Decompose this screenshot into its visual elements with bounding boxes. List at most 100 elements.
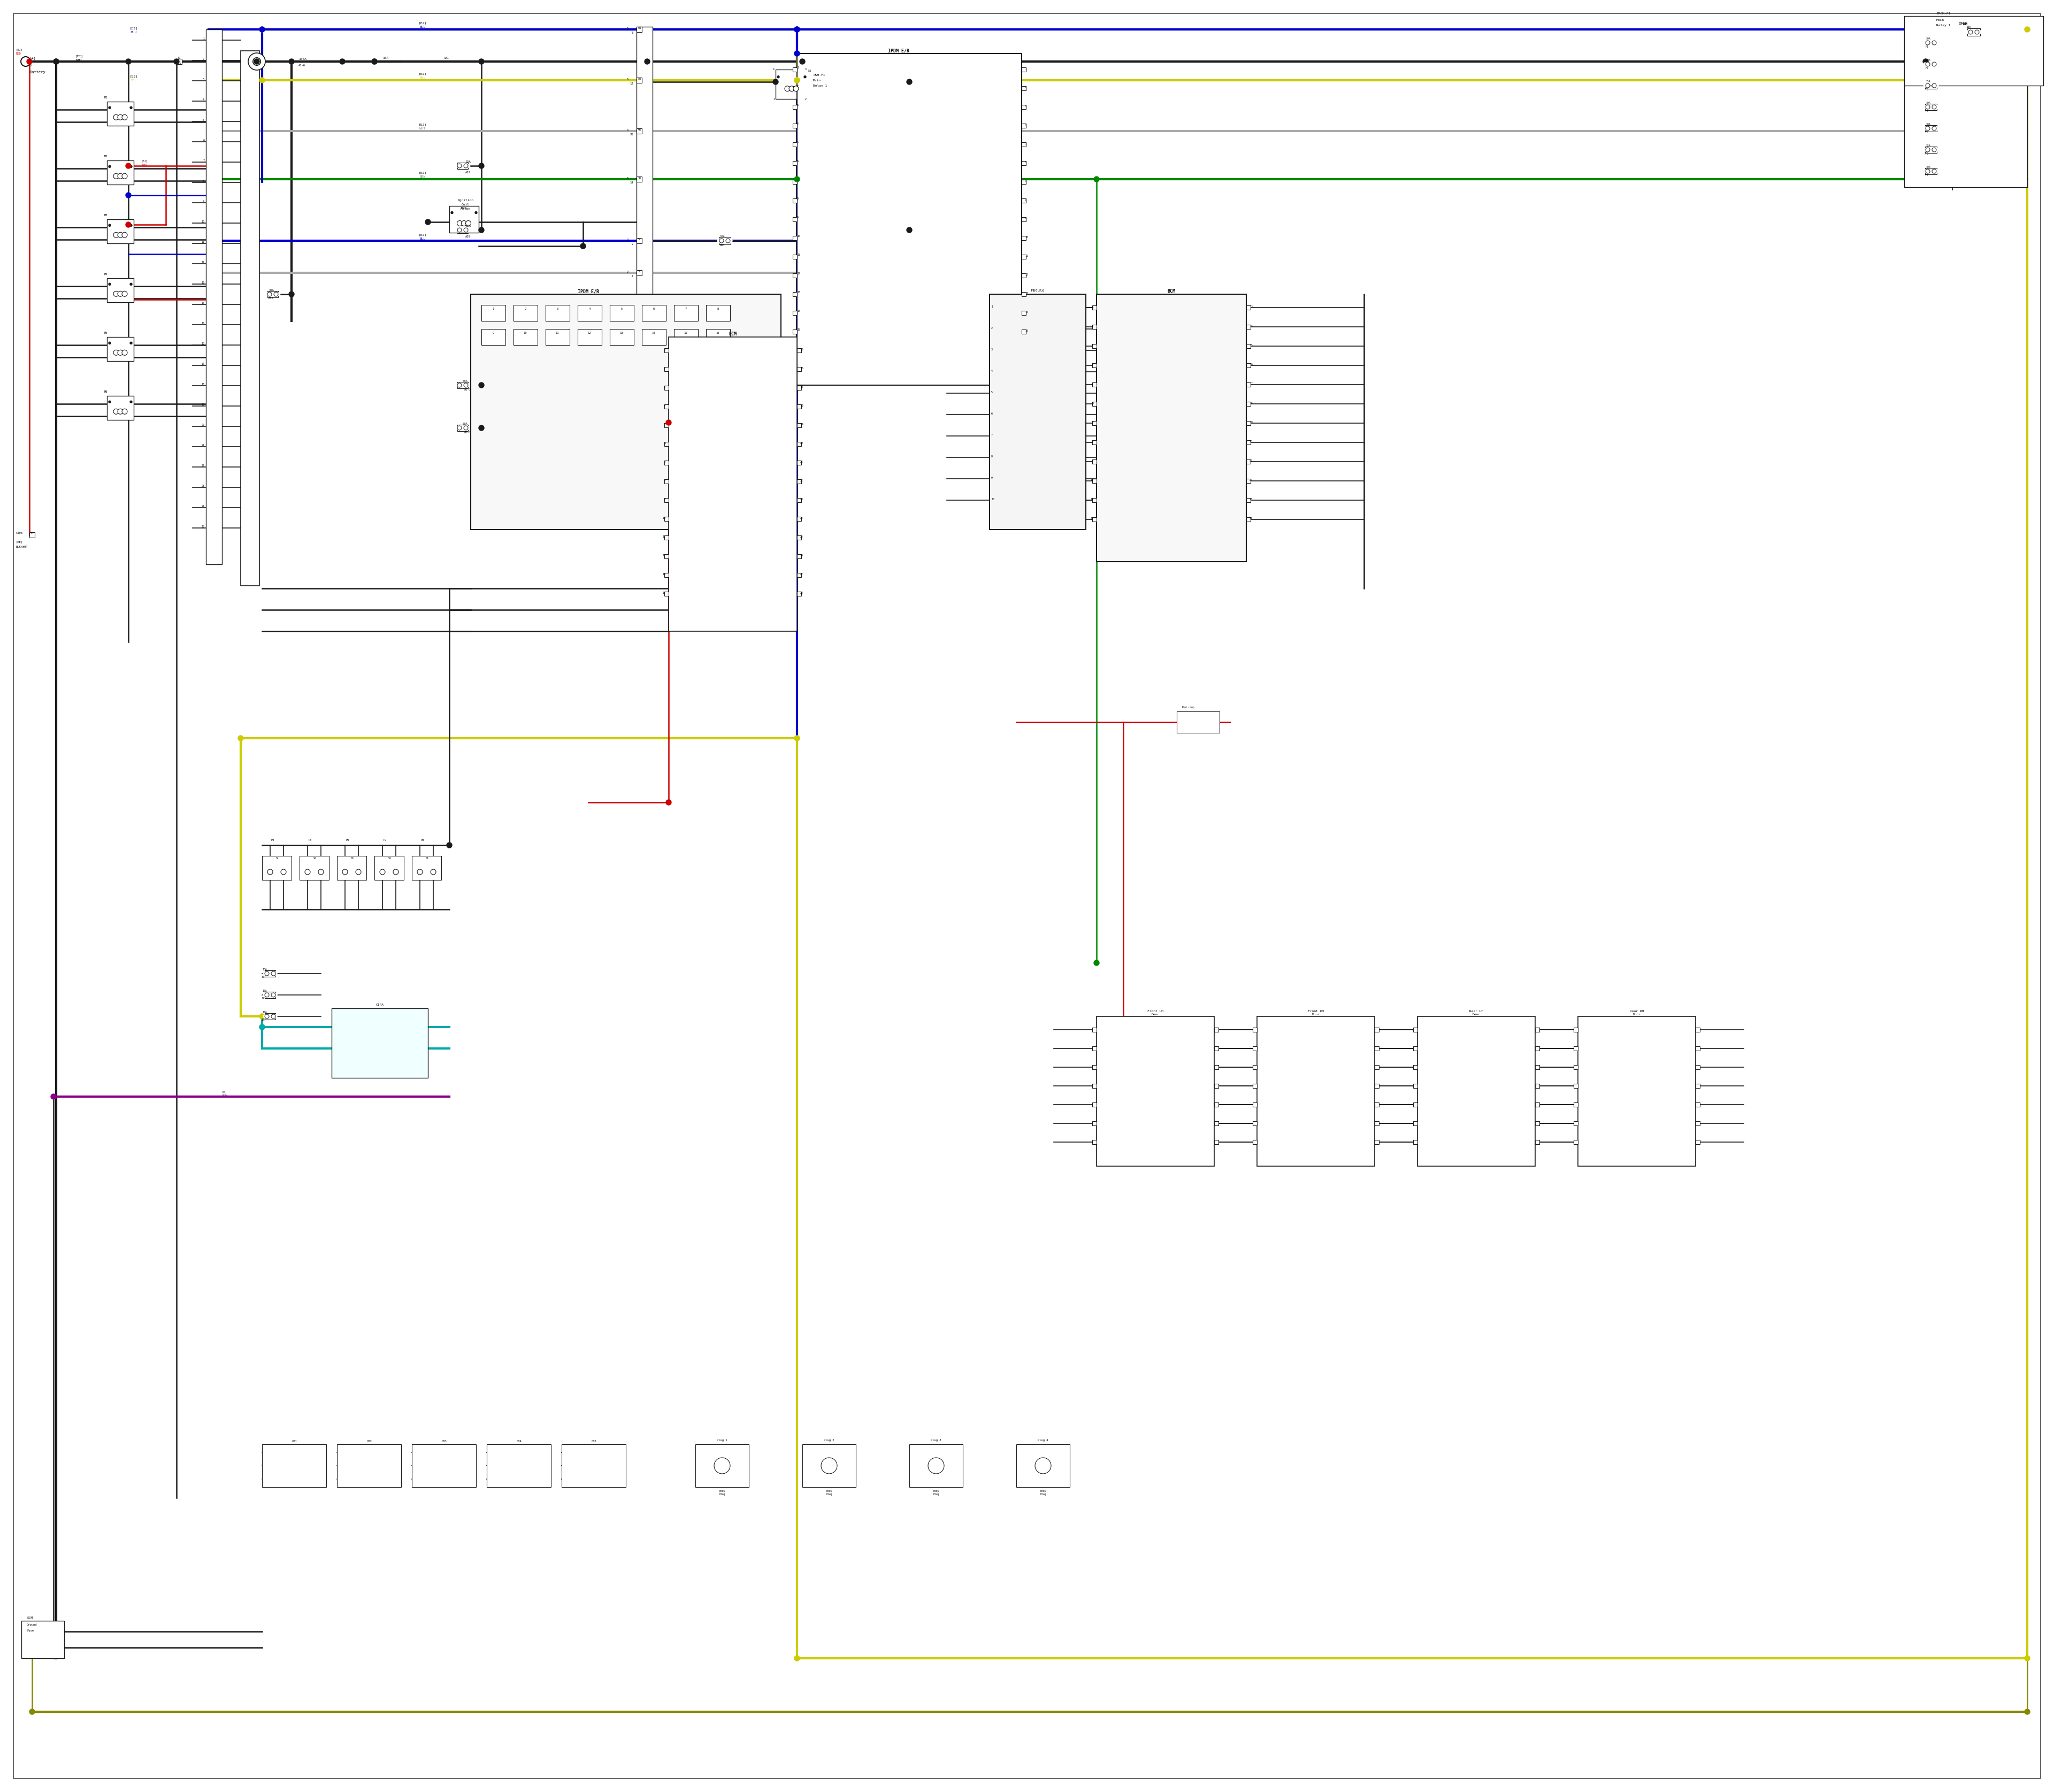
Circle shape — [1923, 106, 1927, 109]
Text: Body
Plug: Body Plug — [826, 1489, 832, 1496]
Bar — [1093, 498, 1097, 502]
Text: Main: Main — [813, 79, 822, 82]
Text: M2: M2 — [105, 156, 107, 158]
Circle shape — [249, 54, 265, 70]
Text: F5: F5 — [1927, 131, 1929, 134]
Text: Module: Module — [1031, 289, 1045, 292]
Text: A16: A16 — [269, 297, 273, 299]
Text: 12: 12 — [661, 554, 665, 557]
Bar — [797, 478, 801, 484]
Circle shape — [263, 1014, 267, 1018]
Bar — [1093, 364, 1097, 367]
Circle shape — [125, 192, 131, 197]
Text: A29: A29 — [466, 235, 470, 238]
Text: M44: M44 — [460, 208, 466, 210]
Bar — [797, 385, 801, 391]
Circle shape — [1927, 84, 1931, 88]
Circle shape — [2025, 27, 2029, 32]
Text: 25: 25 — [801, 536, 803, 538]
Bar — [1214, 1122, 1218, 1125]
Circle shape — [431, 869, 435, 874]
Bar — [797, 367, 801, 371]
Circle shape — [906, 228, 912, 233]
Bar — [1093, 382, 1097, 387]
Bar — [1097, 294, 1247, 561]
Bar — [21, 1620, 64, 1658]
Circle shape — [109, 165, 111, 168]
Text: 15A: 15A — [263, 1011, 267, 1014]
Circle shape — [417, 869, 423, 874]
Text: S2: S2 — [312, 857, 316, 860]
Circle shape — [121, 290, 127, 296]
Bar — [1021, 106, 1025, 109]
Circle shape — [772, 79, 778, 84]
Bar — [797, 573, 801, 577]
Text: Fuse: Fuse — [27, 1629, 33, 1633]
Bar — [797, 348, 801, 353]
Text: A22: A22 — [466, 172, 470, 174]
Circle shape — [822, 1457, 838, 1473]
Circle shape — [318, 869, 325, 874]
Text: 26: 26 — [631, 133, 633, 136]
Bar — [413, 857, 442, 880]
Bar — [610, 330, 635, 346]
Circle shape — [456, 228, 458, 231]
Circle shape — [1935, 63, 1939, 66]
Text: 19: 19 — [201, 403, 203, 407]
Bar — [1247, 459, 1251, 464]
Bar — [1021, 330, 1025, 333]
Text: 22: 22 — [201, 464, 203, 468]
Bar — [267, 290, 277, 297]
Text: Battery: Battery — [29, 70, 45, 73]
Circle shape — [113, 290, 119, 296]
Circle shape — [129, 224, 131, 226]
Text: F4: F4 — [1927, 109, 1929, 113]
Text: 42: 42 — [639, 177, 641, 179]
Text: BLU: BLU — [131, 30, 138, 34]
Text: 18: 18 — [1249, 401, 1253, 405]
Text: 21: 21 — [801, 461, 803, 464]
Circle shape — [456, 383, 458, 387]
Bar — [1374, 1140, 1378, 1145]
Bar — [1253, 1047, 1257, 1050]
Bar — [1247, 344, 1251, 348]
Text: 66: 66 — [639, 129, 641, 131]
Circle shape — [906, 79, 912, 84]
Bar — [1697, 1027, 1701, 1032]
Circle shape — [466, 220, 470, 226]
Text: 12: 12 — [201, 262, 203, 263]
Circle shape — [113, 349, 119, 355]
Text: C05: C05 — [592, 1441, 596, 1443]
Circle shape — [1968, 30, 1972, 34]
Bar — [1017, 1444, 1070, 1487]
Text: BLU: BLU — [419, 238, 425, 240]
Bar — [561, 1444, 626, 1487]
Text: 15: 15 — [1025, 330, 1027, 332]
Text: F1: F1 — [1927, 45, 1929, 48]
Bar — [1247, 421, 1251, 425]
Circle shape — [125, 59, 131, 65]
Circle shape — [372, 59, 378, 65]
Bar — [1534, 1084, 1538, 1088]
Text: C02: C02 — [366, 1441, 372, 1443]
Circle shape — [21, 57, 31, 66]
Text: 17: 17 — [201, 362, 203, 366]
Bar — [797, 423, 801, 428]
Circle shape — [719, 238, 723, 244]
Circle shape — [129, 106, 131, 109]
Text: 16: 16 — [801, 367, 803, 369]
Bar — [637, 177, 641, 181]
Bar — [1697, 1064, 1701, 1070]
Bar — [1697, 1122, 1701, 1125]
Bar — [1021, 161, 1025, 165]
Text: C03: C03 — [442, 1441, 446, 1443]
Circle shape — [795, 77, 799, 82]
Circle shape — [795, 735, 799, 740]
Text: L5: L5 — [807, 70, 811, 72]
Text: 11: 11 — [201, 240, 203, 244]
Circle shape — [109, 106, 111, 109]
Bar — [458, 163, 468, 168]
Text: 20: 20 — [201, 423, 203, 426]
Bar — [1413, 1084, 1417, 1088]
Text: 10A: 10A — [466, 224, 470, 228]
